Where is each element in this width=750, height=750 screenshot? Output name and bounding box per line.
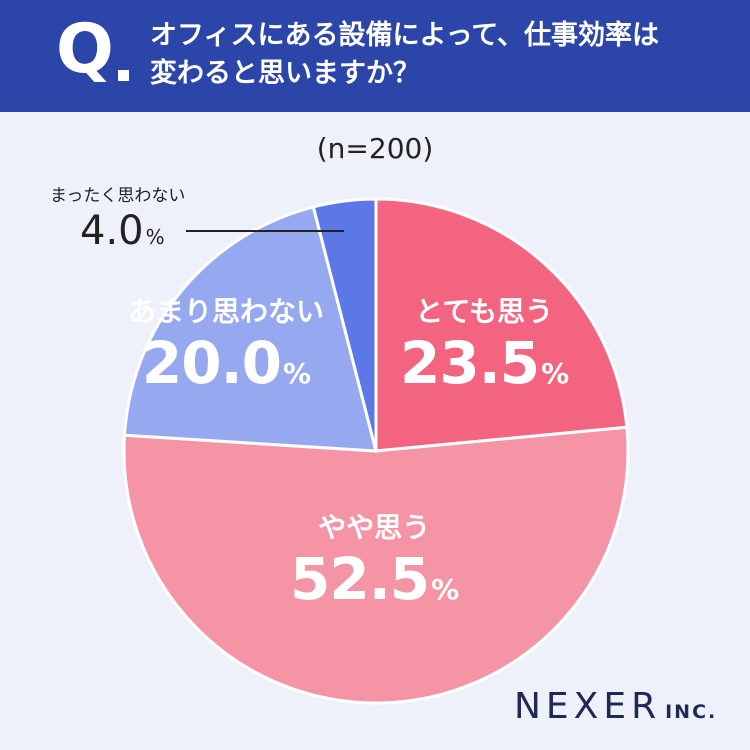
slice-value-number-mattaku: 4.0	[80, 208, 144, 254]
slice-callout-mattaku: まったく思わない 4.0%	[50, 184, 185, 260]
slice-amari	[122, 205, 378, 453]
slice-value-yaya: 52.5%	[290, 545, 459, 623]
logo-suffix: INC.	[665, 701, 718, 723]
slice-value-percent-amari: %	[283, 357, 311, 390]
q-mark-dot	[118, 70, 129, 81]
sample-size: (n=200)	[316, 132, 434, 165]
slice-totemo	[374, 197, 629, 453]
slice-value-percent-yaya: %	[431, 573, 459, 606]
slice-value-percent-totemo: %	[541, 357, 569, 390]
question-text: オフィスにある設備によって、仕事効率は 変わると思いますか？	[150, 17, 730, 93]
slice-name-mattaku: まったく思わない	[50, 186, 186, 206]
slice-value-amari: 20.0%	[128, 330, 324, 407]
slice-name-yaya: やや思う	[318, 511, 431, 544]
question-header: Q オフィスにある設備によって、仕事効率は 変わると思いますか？	[0, 0, 750, 112]
callout-leader-line	[186, 230, 344, 232]
slice-value-mattaku: 4.0%	[80, 208, 185, 260]
slice-label-yaya: やや思う 52.5%	[290, 510, 459, 623]
slice-name-amari: あまり思わない	[128, 295, 325, 328]
slice-value-number-totemo: 23.5	[400, 329, 540, 397]
slice-label-totemo: とても思う 23.5%	[400, 294, 569, 407]
logo-main: NEXER	[514, 686, 662, 727]
slice-value-percent-mattaku: %	[145, 225, 165, 249]
nexer-logo: NEXER INC.	[514, 686, 717, 727]
question-line-2: 変わると思いますか？	[150, 58, 420, 89]
slice-value-totemo: 23.5%	[400, 329, 569, 407]
q-mark: Q	[56, 10, 114, 89]
slice-label-amari: あまり思わない 20.0%	[128, 294, 324, 407]
slice-name-totemo: とても思う	[415, 295, 553, 328]
slice-yaya	[122, 425, 630, 705]
question-line-1: オフィスにある設備によって、仕事効率は	[150, 20, 659, 51]
slice-mattaku	[311, 197, 378, 453]
slice-value-number-yaya: 52.5	[290, 545, 430, 613]
slice-value-number-amari: 20.0	[141, 329, 282, 397]
